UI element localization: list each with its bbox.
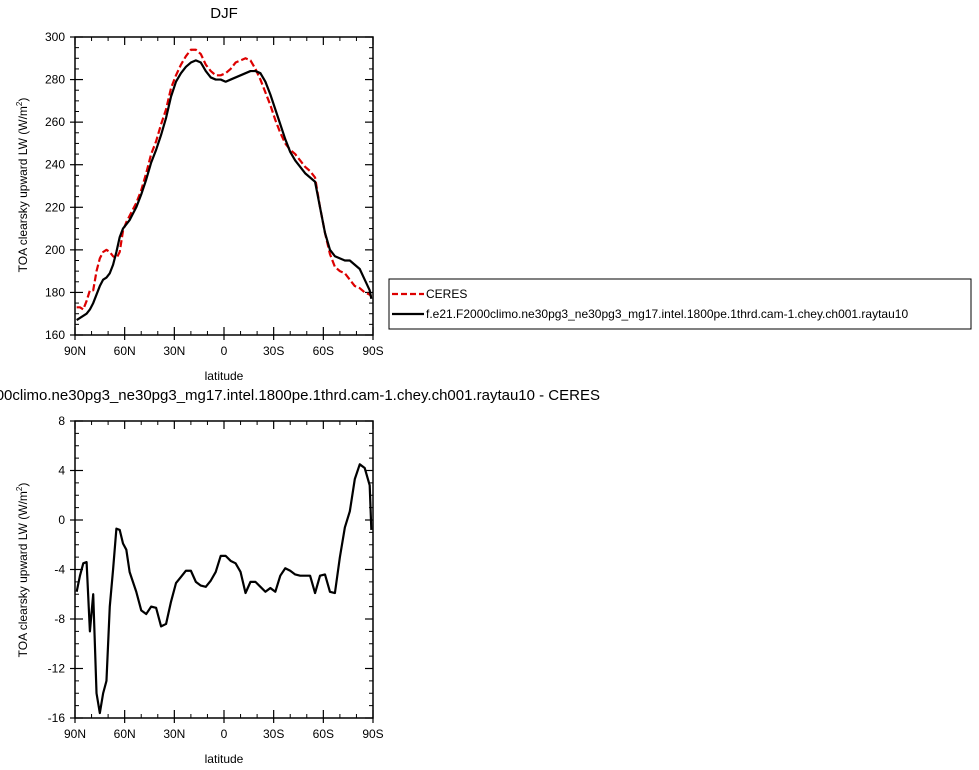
top-ylabel-main: TOA clearsky upward LW (W/m (16, 106, 30, 272)
bottom-series-line-0 (75, 463, 373, 715)
top-xtick-label: 60S (313, 344, 334, 358)
bottom-plot-frame (74, 420, 374, 719)
top-ytick-label: 280 (45, 73, 65, 87)
bottom-ylabel-close: ) (16, 483, 30, 487)
top-ytick-label: 180 (45, 285, 65, 299)
top-ytick-label: 300 (45, 30, 65, 44)
bottom-chart-xlabel: latitude (205, 752, 244, 766)
bottom-ylabel-main: TOA clearsky upward LW (W/m (16, 491, 30, 657)
top-chart-xlabel: latitude (205, 369, 244, 383)
bottom-xtick-label: 0 (221, 727, 228, 741)
top-xtick-label: 0 (221, 344, 228, 358)
top-xtick-label: 90N (64, 344, 86, 358)
top-ytick-label: 260 (45, 115, 65, 129)
bottom-ytick-label: -4 (54, 563, 65, 577)
bottom-chart-title: f.e21.F2000climo.ne30pg3_ne30pg3_mg17.in… (0, 387, 600, 404)
legend-box (388, 278, 972, 330)
bottom-xtick-label: 30N (163, 727, 185, 741)
top-xtick-label: 60N (114, 344, 136, 358)
bottom-axis-ticks: 90N 60N 30N 0 30S 60S 90S -16 -12 -8 -4 0 4 8 (48, 414, 384, 741)
top-chart-title: DJF (210, 5, 238, 22)
bottom-xtick-label: 90N (64, 727, 86, 741)
top-series-line-1 (76, 59, 373, 322)
bottom-xtick-label: 60S (313, 727, 334, 741)
bottom-xtick-label: 30S (263, 727, 284, 741)
bottom-ytick-label: 8 (58, 414, 65, 428)
legend-model-label: f.e21.F2000climo.ne30pg3_ne30pg3_mg17.in… (426, 307, 908, 321)
bottom-ylabel-sup: 2 (15, 486, 24, 491)
top-ylabel-sup: 2 (15, 101, 24, 106)
bottom-xtick-label: 60N (114, 727, 136, 741)
bottom-ytick-label: -12 (48, 662, 66, 676)
top-xtick-label: 90S (362, 344, 383, 358)
top-series-line-0 (76, 48, 373, 311)
bottom-chart-ylabel: TOA clearsky upward LW (W/m2) (15, 483, 30, 658)
legend: CERES f.e21.F2000climo.ne30pg3_ne30pg3_m… (388, 278, 972, 330)
bottom-ytick-label: -16 (48, 711, 66, 725)
bottom-xtick-label: 90S (362, 727, 383, 741)
bottom-chart-panel: f.e21.F2000climo.ne30pg3_ne30pg3_mg17.in… (0, 387, 600, 766)
bottom-ytick-label: 4 (58, 464, 65, 478)
top-xtick-label: 30N (163, 344, 185, 358)
top-axis-ticks: 90N 60N 30N 0 30S 60S 90S 160 180 200 220 240 260 280… (45, 30, 384, 358)
top-series-lines (76, 48, 373, 322)
top-ylabel-close: ) (16, 98, 30, 102)
top-ytick-label: 200 (45, 243, 65, 257)
bottom-ytick-label: 0 (58, 513, 65, 527)
top-chart-panel: DJF TOA clearsky upward LW (W/m2) latitu… (15, 5, 384, 383)
bottom-series-lines (75, 463, 373, 715)
top-ytick-label: 240 (45, 158, 65, 172)
top-ytick-label: 160 (45, 328, 65, 342)
bottom-ytick-label: -8 (54, 612, 65, 626)
top-plot-frame (74, 36, 374, 336)
top-xtick-label: 30S (263, 344, 284, 358)
top-chart-ylabel: TOA clearsky upward LW (W/m2) (15, 98, 30, 273)
top-ytick-label: 220 (45, 200, 65, 214)
legend-ceres-label: CERES (426, 287, 467, 301)
